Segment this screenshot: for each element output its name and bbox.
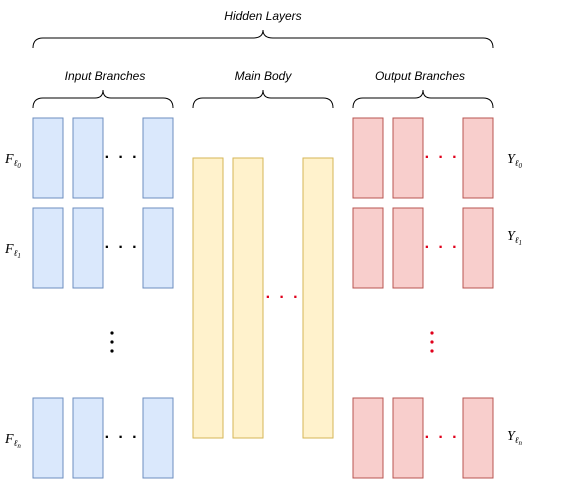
input-branches-label: Input Branches — [65, 69, 146, 83]
input-layer-box — [32, 117, 64, 199]
output-layer-box — [462, 397, 494, 479]
output-layer-box — [392, 207, 424, 289]
output-layer-box — [352, 207, 384, 289]
input-ellipsis: · · · — [105, 149, 140, 166]
input-vertical-ellipsis — [110, 331, 114, 353]
output-ellipsis: · · · — [425, 149, 460, 166]
output-layer-box — [352, 117, 384, 199]
output-ellipsis: · · · — [425, 429, 460, 446]
input-layer-box — [32, 397, 64, 479]
input-layer-box — [142, 397, 174, 479]
hidden-layers-brace — [32, 29, 494, 49]
output-layer-box — [462, 207, 494, 289]
main-body-brace — [192, 89, 334, 109]
input-ellipsis: · · · — [105, 239, 140, 256]
input-layer-box — [142, 207, 174, 289]
main-body-label: Main Body — [235, 69, 293, 83]
output-label-0: Yℓ0 — [507, 152, 523, 170]
main-body-layer-box — [192, 157, 224, 439]
input-branches-brace — [32, 89, 174, 109]
output-layer-box — [392, 117, 424, 199]
output-layer-box — [352, 397, 384, 479]
output-row-n — [352, 397, 494, 479]
input-layer-box — [72, 207, 104, 289]
input-ellipsis: · · · — [105, 429, 140, 446]
input-label-1: Fℓ1 — [4, 242, 21, 260]
main-body-ellipsis: · · · — [266, 289, 301, 306]
output-vertical-ellipsis — [430, 331, 434, 353]
output-branches-label: Output Branches — [375, 69, 465, 83]
hidden-layers-label: Hidden Layers — [224, 9, 301, 23]
main-body-layer-box — [302, 157, 334, 439]
input-row-n — [32, 397, 174, 479]
input-row-0 — [32, 117, 174, 199]
input-layer-box — [72, 397, 104, 479]
input-layer-box — [32, 207, 64, 289]
input-row-1 — [32, 207, 174, 289]
main-body-layer-box — [232, 157, 264, 439]
input-layer-box — [142, 117, 174, 199]
output-layer-box — [462, 117, 494, 199]
input-label-0: Fℓ0 — [4, 152, 21, 170]
output-label-1: Yℓ1 — [507, 229, 522, 247]
output-row-1 — [352, 207, 494, 289]
main-body-layers — [192, 157, 334, 439]
output-ellipsis: · · · — [425, 239, 460, 256]
output-layer-box — [392, 397, 424, 479]
input-label-n: Fℓn — [4, 432, 21, 450]
output-row-0 — [352, 117, 494, 199]
input-layer-box — [72, 117, 104, 199]
output-branches-brace — [352, 89, 494, 109]
output-label-n: Yℓn — [507, 429, 523, 447]
